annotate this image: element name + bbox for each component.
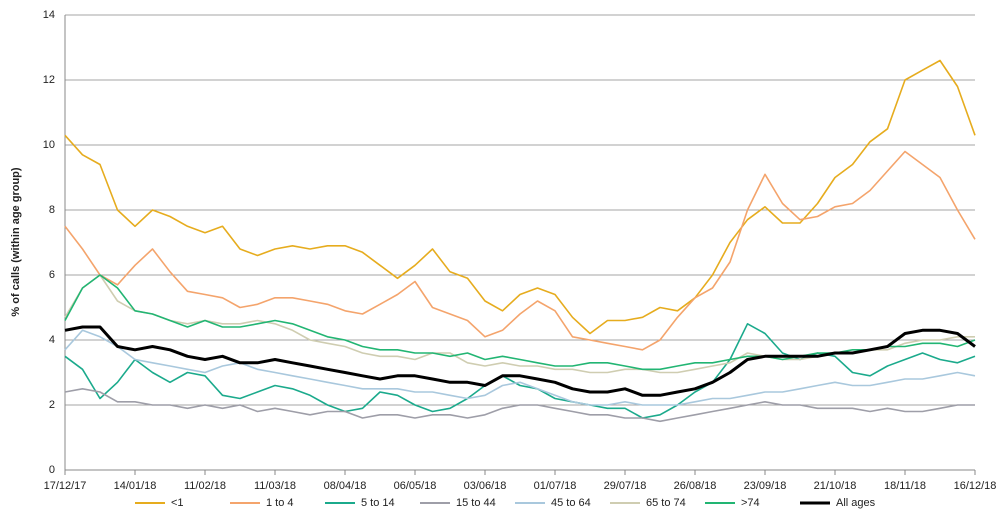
series-line bbox=[64, 59, 976, 335]
legend-label: 5 to 14 bbox=[361, 497, 395, 509]
x-tick-label: 08/04/18 bbox=[324, 480, 367, 492]
legend-label: All ages bbox=[836, 497, 876, 509]
x-tick-label: 26/08/18 bbox=[674, 480, 717, 492]
legend-label: >74 bbox=[741, 497, 760, 509]
x-tick-label: 11/02/18 bbox=[184, 480, 226, 492]
y-tick-label: 0 bbox=[49, 464, 55, 476]
y-tick-label: 10 bbox=[43, 139, 55, 151]
y-tick-label: 12 bbox=[43, 74, 55, 86]
x-tick-label: 06/05/18 bbox=[394, 480, 437, 492]
x-tick-label: 03/06/18 bbox=[464, 480, 507, 492]
x-tick-label: 17/12/17 bbox=[44, 480, 87, 492]
legend-label: 15 to 44 bbox=[456, 497, 496, 509]
y-tick-label: 6 bbox=[49, 269, 55, 281]
y-axis-label: % of calls (within age group) bbox=[10, 167, 22, 316]
legend-label: 1 to 4 bbox=[266, 497, 294, 509]
x-tick-label: 18/11/18 bbox=[884, 480, 926, 492]
x-tick-label: 16/12/18 bbox=[954, 480, 997, 492]
x-tick-label: 21/10/18 bbox=[814, 480, 857, 492]
x-tick-label: 23/09/18 bbox=[744, 480, 787, 492]
series-line bbox=[64, 388, 975, 423]
legend-label: <1 bbox=[171, 497, 184, 509]
series-line bbox=[64, 323, 976, 419]
x-tick-label: 01/07/18 bbox=[534, 480, 577, 492]
y-tick-label: 14 bbox=[43, 9, 55, 21]
series-line bbox=[64, 329, 976, 406]
x-tick-label: 14/01/18 bbox=[114, 480, 157, 492]
series-line bbox=[64, 150, 976, 351]
y-tick-label: 2 bbox=[49, 399, 55, 411]
x-tick-label: 29/07/18 bbox=[604, 480, 647, 492]
series-line bbox=[64, 325, 976, 397]
series-line bbox=[64, 274, 976, 371]
legend-label: 45 to 64 bbox=[551, 497, 591, 509]
y-tick-label: 8 bbox=[49, 204, 55, 216]
y-tick-label: 4 bbox=[49, 334, 55, 346]
x-tick-label: 11/03/18 bbox=[254, 480, 296, 492]
legend-label: 65 to 74 bbox=[646, 497, 686, 509]
